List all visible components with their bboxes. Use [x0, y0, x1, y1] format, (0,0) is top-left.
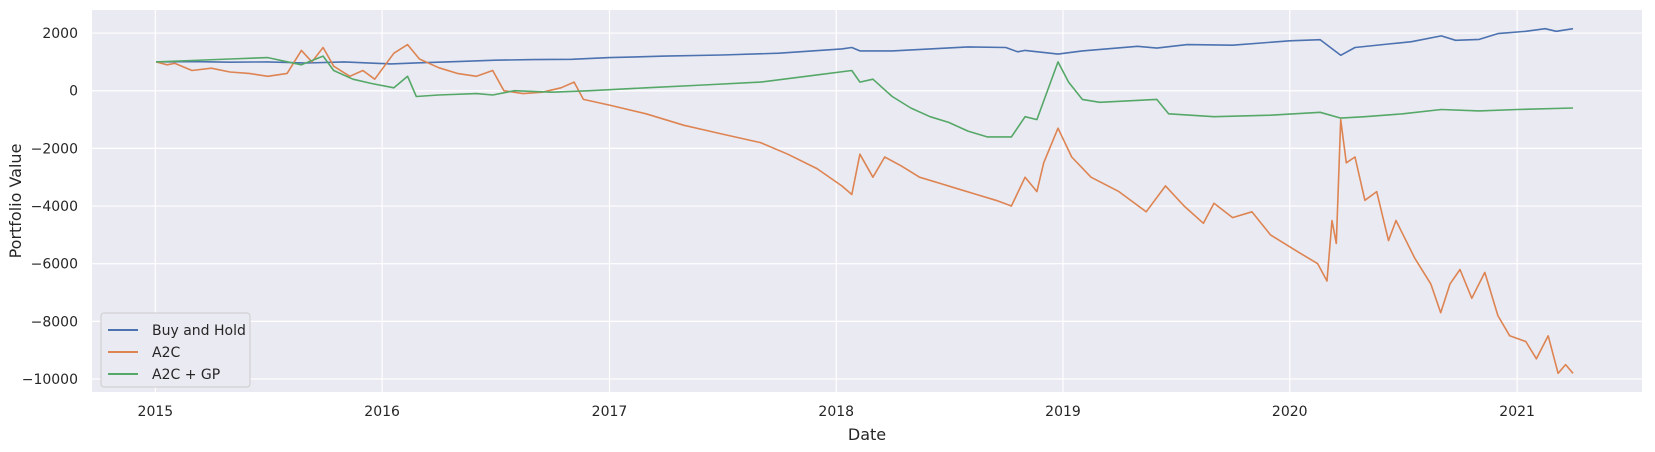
x-tick-label: 2017 — [592, 404, 628, 420]
y-tick-label: −6000 — [31, 257, 78, 273]
y-tick-label: −8000 — [31, 314, 78, 330]
x-tick-label: 2021 — [1499, 404, 1535, 420]
series-lines — [155, 27, 1574, 375]
y-tick-label: −4000 — [31, 199, 78, 215]
legend-label-a2c-gp: A2C + GP — [152, 367, 220, 383]
y-tick-label: 0 — [69, 84, 78, 100]
x-tick-label: 2020 — [1272, 404, 1308, 420]
x-axis-label: Date — [848, 425, 886, 444]
x-tick-label: 2015 — [138, 404, 174, 420]
legend-label-buy-and-hold: Buy and Hold — [152, 323, 246, 339]
y-tick-label: 2000 — [42, 26, 78, 42]
x-gridlines — [154, 10, 1518, 392]
series-line-a2c-gp — [155, 55, 1574, 138]
legend-box — [100, 312, 251, 388]
legend-label-a2c: A2C — [152, 345, 180, 361]
x-tick-label: 2019 — [1045, 404, 1081, 420]
legend: Buy and Hold A2C A2C + GP — [100, 312, 251, 388]
x-tick-label: 2016 — [364, 404, 400, 420]
series-line-a2c — [155, 43, 1574, 375]
series-line-buy-and-hold — [155, 27, 1574, 65]
y-gridlines — [92, 32, 1642, 380]
y-tick-label: −10000 — [22, 372, 78, 388]
y-tick-labels: 2000 0 −2000 −4000 −6000 −8000 −10000 — [22, 26, 78, 388]
y-tick-label: −2000 — [31, 141, 78, 157]
y-axis-label: Portfolio Value — [6, 144, 25, 259]
x-tick-label: 2018 — [818, 404, 854, 420]
plot-background — [92, 10, 1642, 392]
x-tick-labels: 2015 2016 2017 2018 2019 2020 2021 — [138, 404, 1535, 420]
